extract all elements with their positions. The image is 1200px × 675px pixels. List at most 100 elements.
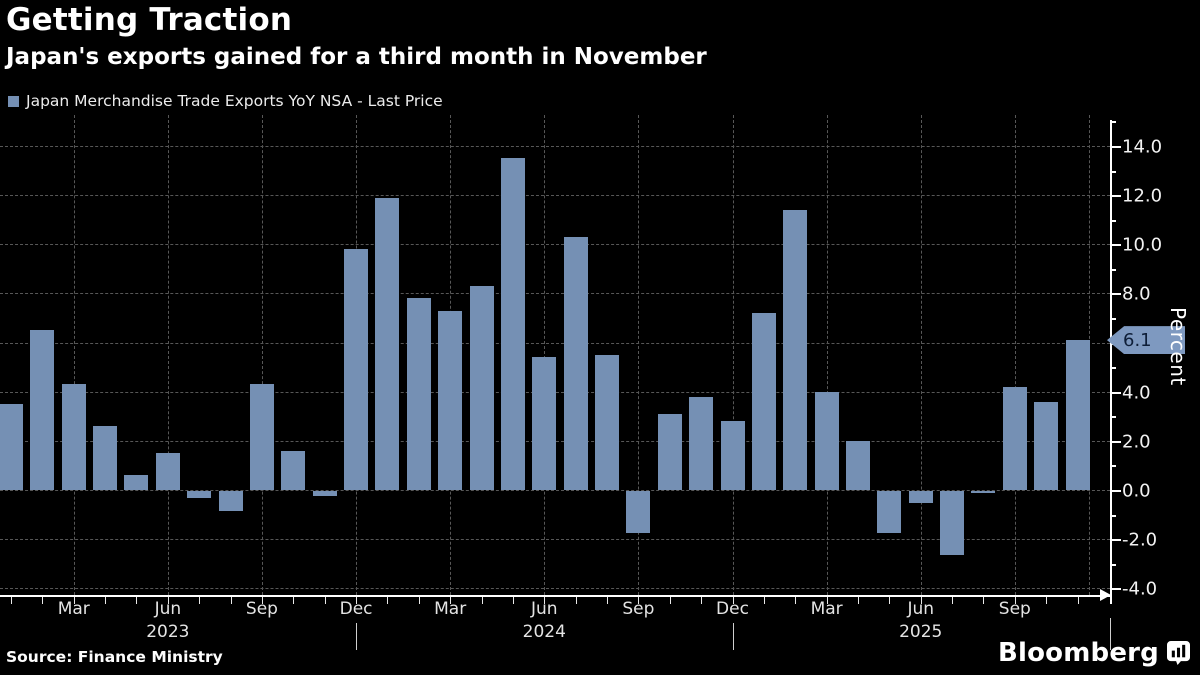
- x-axis-month-label: Sep: [998, 599, 1031, 619]
- gridline-horizontal: [0, 244, 1110, 246]
- bar: [532, 357, 557, 490]
- gridline-horizontal: [0, 293, 1110, 295]
- gridline-horizontal: [0, 490, 1110, 491]
- bar: [595, 354, 620, 490]
- bloomberg-wordmark: Bloomberg: [997, 638, 1159, 668]
- bar: [0, 404, 23, 490]
- bar: [61, 384, 86, 490]
- y-axis-tick: [1110, 146, 1121, 148]
- x-axis-tick: [1077, 597, 1079, 604]
- y-axis-spine: [1110, 120, 1112, 604]
- bar: [563, 236, 588, 490]
- bar: [720, 421, 745, 490]
- x-axis-tick: [763, 597, 765, 604]
- y-axis-tick-label: 4.0: [1122, 382, 1151, 404]
- x-axis-tick: [481, 597, 483, 604]
- x-axis-year-label: 2024: [522, 622, 566, 642]
- bar: [500, 158, 525, 490]
- x-axis-tick: [230, 597, 232, 604]
- y-axis-tick: [1110, 121, 1116, 124]
- bar: [406, 298, 431, 490]
- x-axis-tick: [669, 597, 671, 604]
- y-axis-tick: [1110, 465, 1116, 468]
- last-price-value: 6.1: [1123, 329, 1152, 351]
- chart-subtitle: Japan's exports gained for a third month…: [6, 44, 707, 70]
- y-axis-tick: [1110, 440, 1121, 443]
- y-axis-tick: [1110, 514, 1116, 517]
- y-axis-tick-label: 2.0: [1122, 431, 1151, 453]
- bar: [249, 384, 274, 490]
- gridline-vertical: [638, 115, 640, 595]
- bloomberg-brand: Bloomberg: [998, 638, 1190, 668]
- bar: [1002, 386, 1027, 490]
- gridline-vertical: [920, 115, 922, 595]
- x-axis-tick: [512, 597, 514, 604]
- gridline-horizontal: [0, 146, 1110, 147]
- x-axis-tick: [983, 597, 985, 604]
- x-axis-tick: [73, 597, 75, 604]
- bar: [30, 330, 55, 490]
- x-axis-month-label: Mar: [434, 599, 467, 619]
- x-axis-tick: [199, 597, 201, 604]
- x-axis-tick: [701, 597, 703, 604]
- bar: [689, 396, 714, 490]
- y-axis-tick: [1110, 318, 1116, 320]
- gridline-vertical: [73, 115, 75, 595]
- y-axis-tick: [1110, 416, 1116, 419]
- bloomberg-terminal-icon: [1167, 641, 1190, 665]
- x-axis-tick: [418, 597, 420, 604]
- y-axis-tick: [1110, 490, 1121, 492]
- bar: [940, 491, 965, 555]
- x-axis-tick: [105, 597, 107, 604]
- bar: [783, 209, 808, 490]
- bar: [375, 197, 400, 490]
- x-axis-tick: [1046, 597, 1048, 604]
- x-axis-tick: [952, 597, 954, 604]
- x-axis-tick: [324, 597, 326, 604]
- gridline-vertical: [167, 115, 169, 595]
- x-axis-tick: [387, 597, 389, 604]
- bar: [469, 286, 494, 490]
- bar: [751, 313, 776, 490]
- y-axis-tick-label: 8.0: [1122, 283, 1151, 305]
- y-axis-tick: [1110, 563, 1116, 566]
- bar: [877, 491, 902, 533]
- x-axis-tick: [638, 597, 640, 604]
- gridline-vertical: [1014, 115, 1016, 595]
- x-axis-year-label: 2025: [899, 622, 943, 642]
- x-axis-tick: [920, 597, 922, 604]
- bar: [438, 310, 463, 490]
- y-axis-tick-label: 14.0: [1122, 136, 1163, 158]
- bar: [155, 453, 180, 490]
- x-axis-tick: [1014, 597, 1016, 604]
- bar: [124, 475, 149, 490]
- y-axis-tick-label: 0.0: [1122, 480, 1151, 502]
- x-axis-month-label: Jun: [531, 599, 558, 619]
- y-axis-tick: [1110, 539, 1121, 542]
- y-axis-tick: [1110, 268, 1116, 271]
- x-axis-tick: [544, 597, 546, 604]
- x-axis-tick: [826, 597, 828, 604]
- y-axis-tick: [1110, 367, 1116, 370]
- bar: [1034, 401, 1059, 490]
- y-axis-tick-label: 10.0: [1122, 234, 1163, 256]
- bar: [187, 491, 212, 499]
- bar: [814, 391, 839, 490]
- year-divider: [1110, 618, 1111, 650]
- y-axis-tick-label: 12.0: [1122, 185, 1163, 207]
- x-axis-tick: [261, 597, 263, 604]
- bar: [1065, 340, 1090, 490]
- x-axis-tick: [293, 597, 295, 604]
- year-divider: [356, 623, 358, 650]
- bar: [312, 491, 337, 496]
- y-axis-tick: [1110, 588, 1121, 591]
- x-axis-tick: [732, 597, 734, 604]
- x-axis-month-label: Mar: [810, 599, 843, 619]
- gridline-horizontal: [0, 539, 1110, 541]
- x-axis-month-label: Dec: [339, 599, 373, 619]
- gridline-horizontal: [0, 342, 1110, 344]
- bar: [93, 426, 118, 490]
- last-price-badge: 6.1: [1107, 326, 1185, 355]
- y-axis-tick: [1110, 391, 1121, 394]
- y-axis-tick-label: -2.0: [1122, 529, 1158, 551]
